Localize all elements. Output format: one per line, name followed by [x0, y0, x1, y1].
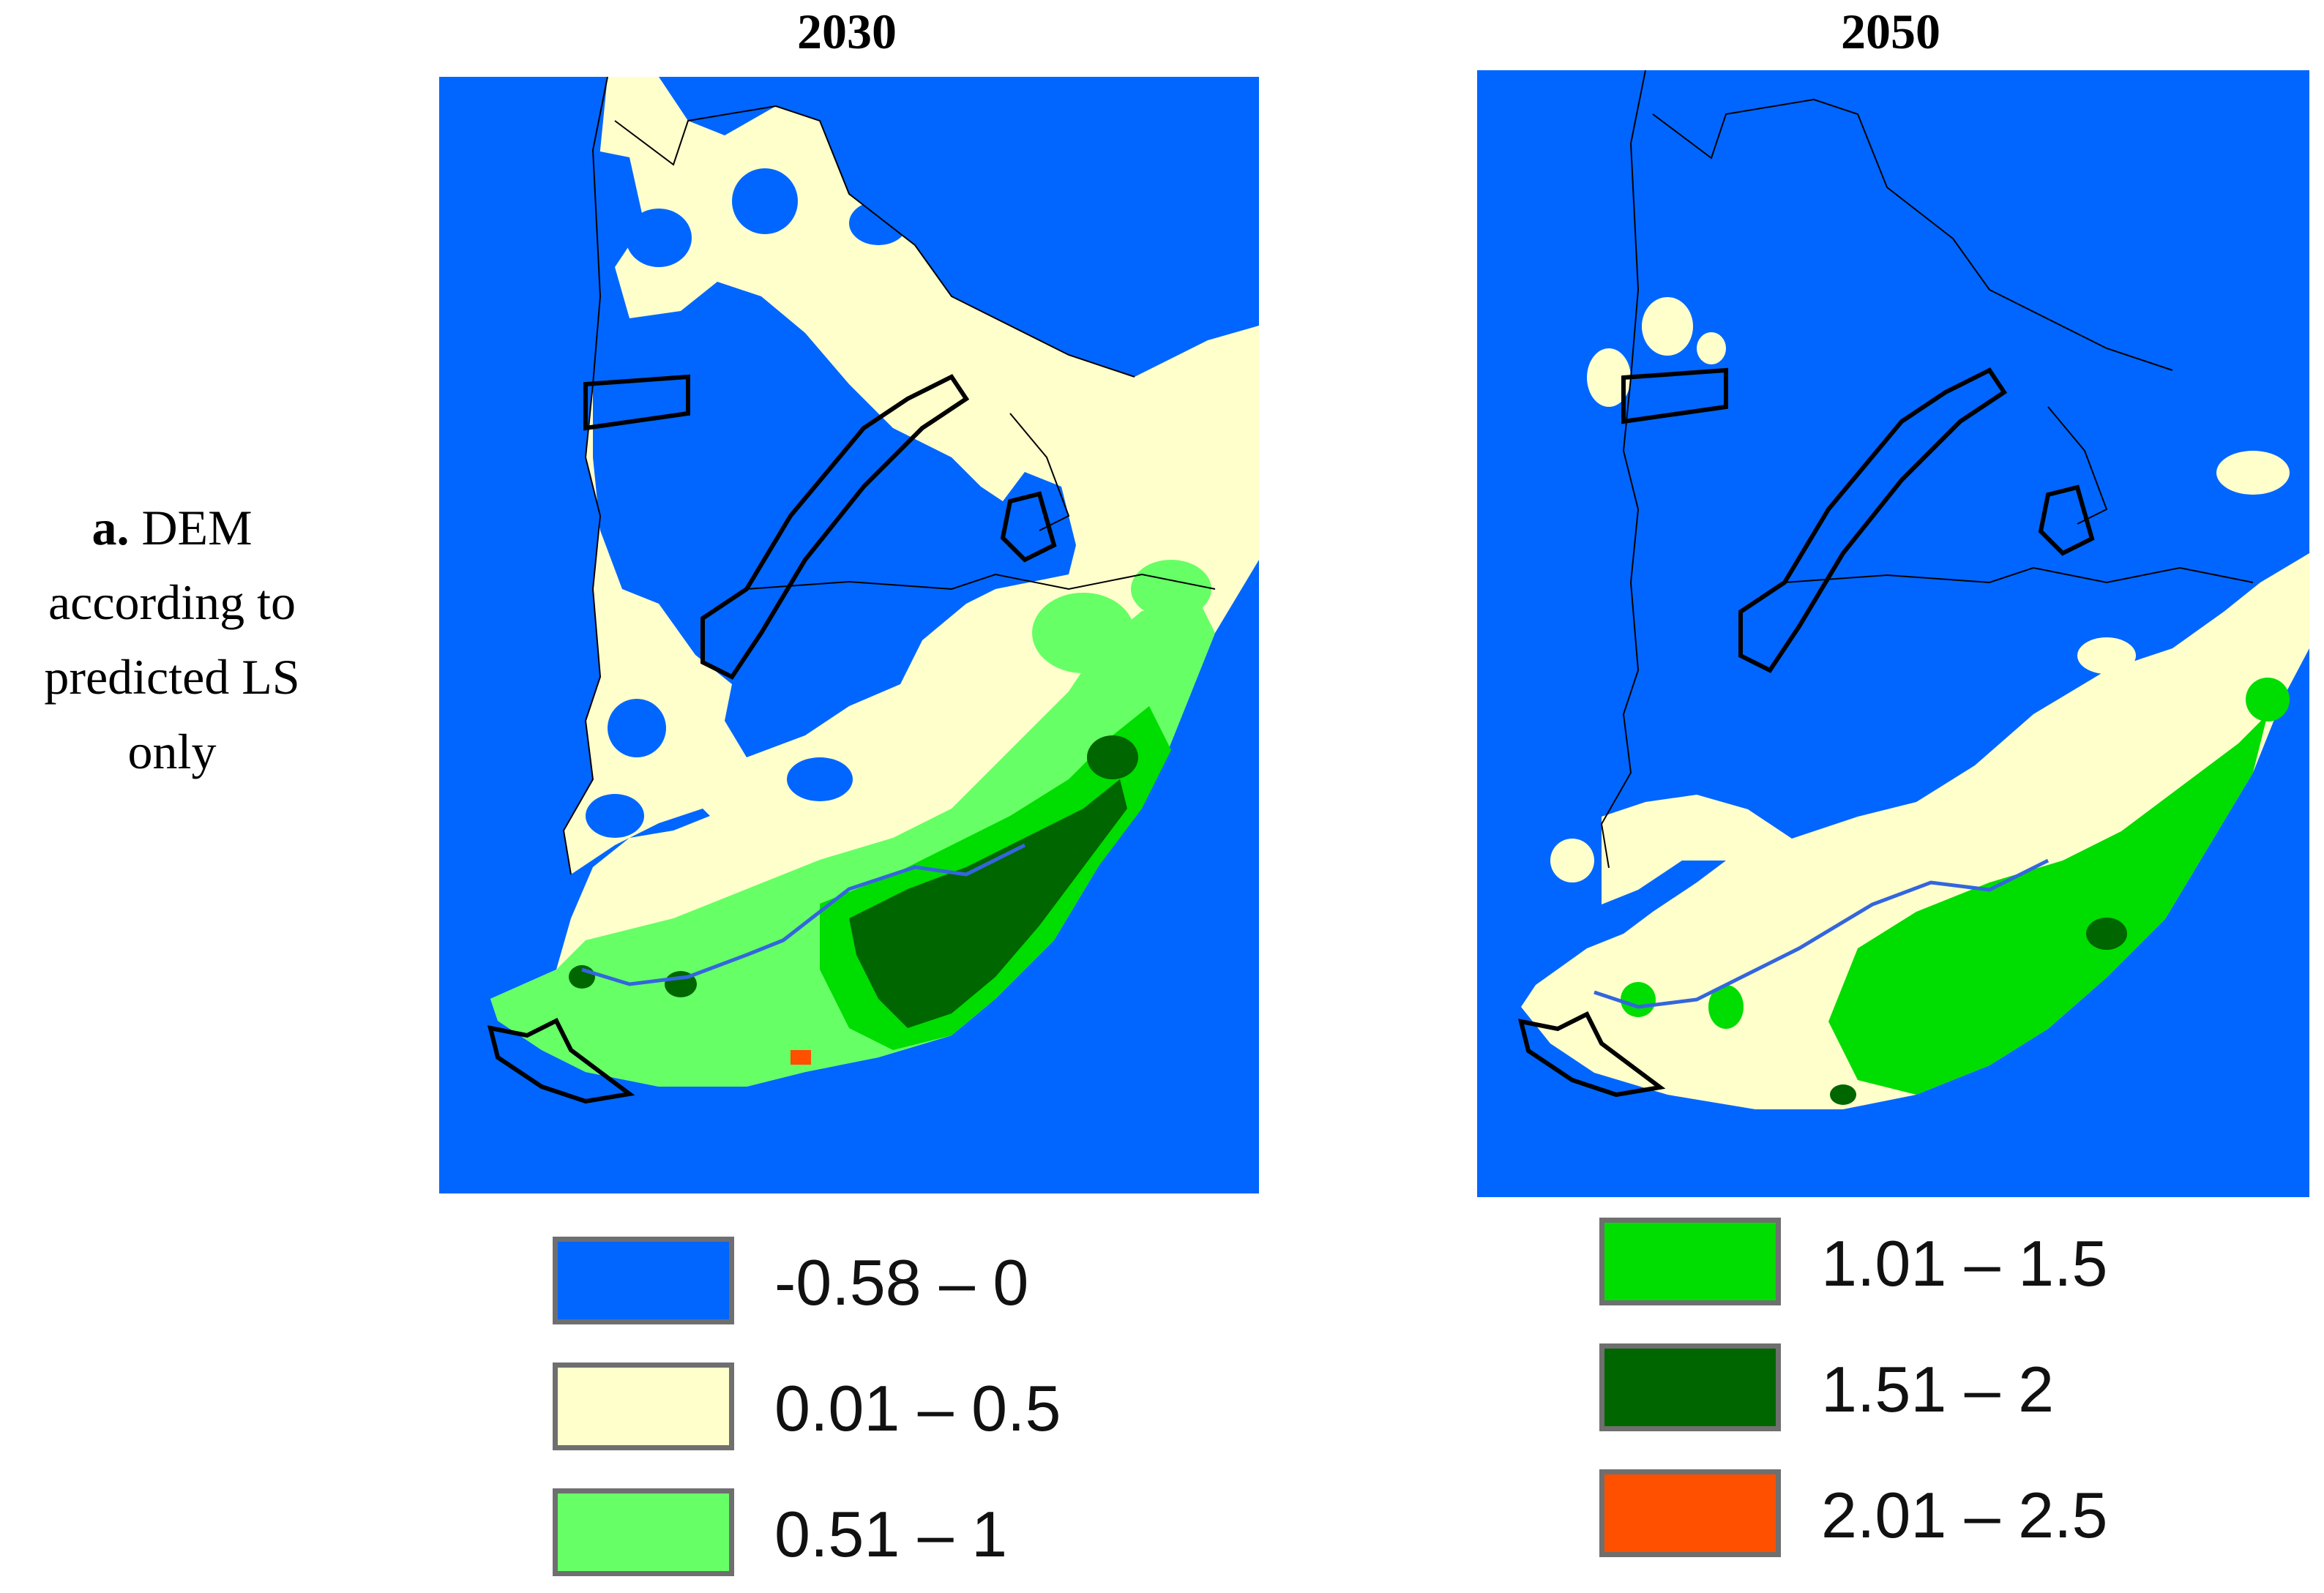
legend-swatch — [1599, 1469, 1781, 1557]
legend-swatch — [553, 1363, 734, 1450]
blue-patch — [732, 168, 798, 234]
zone-medium-green — [1621, 982, 1656, 1017]
blue-patch — [732, 329, 805, 381]
zone-medium-green — [2246, 678, 2290, 721]
legend-label: 1.51 – 2 — [1821, 1353, 2055, 1425]
blue-patch — [586, 794, 644, 838]
zone-dark-green — [1830, 1084, 1856, 1105]
legend-label: 2.01 – 2.5 — [1821, 1479, 2108, 1551]
river — [1593, 858, 2050, 1009]
admin-boundary — [562, 77, 1216, 875]
row-label-letter: a. — [91, 500, 130, 555]
legend-swatch — [1599, 1218, 1781, 1305]
legend-swatch — [553, 1488, 734, 1576]
blue-patch — [787, 757, 853, 801]
map-title-2050: 2050 — [1841, 4, 1940, 59]
lagoon-blue — [593, 150, 1076, 757]
zone-medium-green — [1828, 714, 2268, 1095]
zone-medium-green — [1708, 985, 1744, 1029]
map-2030-svg — [439, 77, 1259, 1193]
zone-light-green — [1131, 560, 1211, 618]
zone-dark-green — [2086, 918, 2127, 950]
blue-patch — [626, 209, 692, 267]
land-yellow — [1550, 839, 1594, 882]
admin-boundary — [1600, 70, 2254, 869]
map-2050 — [1477, 70, 2309, 1197]
zone-orange — [791, 1050, 811, 1065]
zone-light-green — [1032, 593, 1135, 673]
land-yellow — [1642, 297, 1693, 356]
blue-patch — [849, 201, 908, 245]
zone-dark-green — [1087, 735, 1138, 779]
map-2030 — [439, 77, 1259, 1193]
legend-swatch — [553, 1237, 734, 1324]
protected-area-boundary — [487, 374, 1057, 1104]
zone-dark-green — [849, 779, 1127, 1028]
zone-light-green — [490, 604, 1215, 1087]
land-yellow — [2216, 451, 2290, 495]
map-title-2030: 2030 — [797, 4, 897, 59]
legend-label: 1.01 – 1.5 — [1821, 1227, 2108, 1300]
legend-swatch — [1599, 1343, 1781, 1431]
protected-area-boundary — [1517, 367, 2095, 1098]
zone-dark-green — [569, 965, 595, 989]
legend-label: 0.01 – 0.5 — [774, 1372, 1061, 1444]
legend-label: 0.51 – 1 — [774, 1498, 1008, 1570]
legend-label: -0.58 – 0 — [774, 1246, 1029, 1319]
river — [581, 843, 1026, 986]
map-2050-svg — [1477, 70, 2309, 1197]
blue-patch — [608, 699, 666, 757]
land-yellow — [2077, 637, 2136, 674]
row-label: a. DEM according to predicted LS only — [0, 490, 344, 789]
land-yellow — [1697, 332, 1726, 364]
row-label-text: DEM according to predicted LS only — [44, 500, 300, 779]
land-yellow — [1587, 348, 1631, 407]
